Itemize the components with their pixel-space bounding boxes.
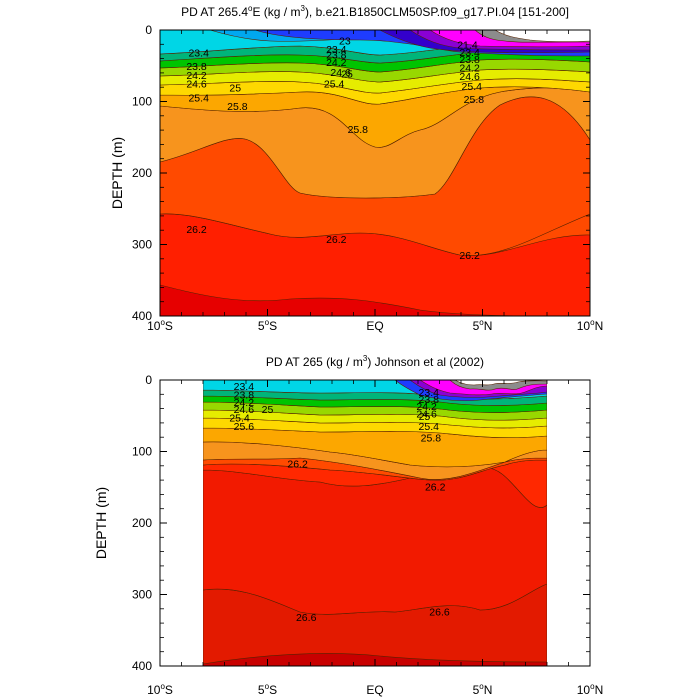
bottom-panel: PD AT 265 (kg / m3) Johnson et al (2002) <box>93 354 603 697</box>
x-tick-label: EQ <box>366 683 383 697</box>
contour-label: 26.6 <box>429 606 450 618</box>
bottom-y-axis-label: DEPTH (m) <box>93 487 109 559</box>
contour-label: 25 <box>341 68 353 80</box>
contour-label: 25.4 <box>229 413 250 425</box>
bottom-band-white <box>454 380 548 386</box>
top-contour-labels: 23.423.824.224.6 2525.425.82323.423.824.2… <box>186 35 484 262</box>
top-panel: PD AT 265.4oE (kg / m3), b.e21.B1850CLM5… <box>109 4 603 333</box>
x-tick-label: 5oS <box>258 682 277 697</box>
x-tick-label: 5oN <box>473 682 493 697</box>
contour-label: 26.2 <box>186 224 207 236</box>
contour-label: 24.6 <box>416 408 437 420</box>
bottom-mask-left <box>160 380 203 666</box>
x-tick-label: 10oS <box>147 318 173 333</box>
contour-label: 21.4 <box>457 40 478 52</box>
bottom-axis-ticks: 10oS 5oS EQ 5oN 10oN 0 100 200 300 400 <box>132 373 603 697</box>
x-tick-label: 10oS <box>147 682 173 697</box>
contour-label: 25.4 <box>188 93 209 105</box>
x-tick-label: 10oN <box>577 318 603 333</box>
contour-label: 23.8 <box>326 50 347 62</box>
x-tick-label: 5oN <box>473 318 493 333</box>
contour-label: 23.4 <box>459 47 480 59</box>
y-tick-label: 400 <box>132 659 152 673</box>
contour-label: 24.6 <box>234 404 255 416</box>
y-tick-label: 400 <box>132 309 152 323</box>
top-contour-fill: 23.423.824.224.6 2525.425.82323.423.824.2… <box>160 30 590 316</box>
contour-label: 25.8 <box>421 433 442 445</box>
y-tick-label: 100 <box>132 445 152 459</box>
top-band-white <box>494 30 590 42</box>
contour-label: 24.2 <box>326 57 347 69</box>
bottom-band-26-4 <box>202 467 548 615</box>
top-axis-ticks: 10oS 5oS EQ 5oN 10oN 0 100 200 300 400 <box>132 23 603 333</box>
contour-label: 26.6 <box>296 612 317 624</box>
contour-label: 23.4 <box>326 44 347 56</box>
contour-label: 23.4 <box>188 48 209 60</box>
x-tick-label: 5oS <box>258 318 277 333</box>
contour-label: 25.4 <box>324 78 345 90</box>
contour-label: 24.2 <box>234 397 255 409</box>
contour-label: 23.8 <box>234 390 255 402</box>
contour-label: 24.2 <box>459 63 480 75</box>
contour-label: 26.2 <box>287 458 308 470</box>
contour-label: 25.8 <box>348 124 369 136</box>
contour-label: 23 <box>339 35 351 47</box>
contour-label: 25.4 <box>419 421 440 433</box>
y-tick-label: 0 <box>145 373 152 387</box>
contour-label: 23.4 <box>419 387 440 399</box>
contour-label: 23.8 <box>186 61 207 73</box>
x-tick-label: EQ <box>366 319 383 333</box>
contour-label: 25 <box>419 411 431 423</box>
contour-label: 25.8 <box>227 101 248 113</box>
bottom-mask-right <box>547 380 590 666</box>
contour-label: 25 <box>229 83 241 95</box>
contour-label: 25.4 <box>462 81 483 93</box>
contour-label: 26.2 <box>425 481 446 493</box>
y-tick-label: 100 <box>132 95 152 109</box>
contour-label: 24.2 <box>416 401 437 413</box>
y-tick-label: 300 <box>132 238 152 252</box>
contour-label: 23.8 <box>419 394 440 406</box>
contour-label: 23.8 <box>459 54 480 66</box>
contour-label: 24.6 <box>330 67 351 79</box>
y-tick-label: 300 <box>132 588 152 602</box>
contour-label: 25.6 <box>234 421 255 433</box>
contour-label: 24.2 <box>186 70 207 82</box>
x-tick-label: 10oN <box>577 682 603 697</box>
contour-label: 24.6 <box>459 71 480 83</box>
contour-label: 25.8 <box>464 94 485 106</box>
contour-label: 24.6 <box>186 78 207 90</box>
top-title: PD AT 265.4oE (kg / m3), b.e21.B1850CLM5… <box>181 4 569 19</box>
contour-label: 26.2 <box>459 250 480 262</box>
contour-label: 23.4 <box>234 381 255 393</box>
contour-label: 26.2 <box>326 234 347 246</box>
y-tick-label: 200 <box>132 516 152 530</box>
contour-label: 25 <box>262 404 274 416</box>
top-y-axis-label: DEPTH (m) <box>109 137 125 209</box>
y-tick-label: 0 <box>145 23 152 37</box>
y-tick-label: 200 <box>132 166 152 180</box>
bottom-title: PD AT 265 (kg / m3) Johnson et al (2002) <box>266 354 484 369</box>
